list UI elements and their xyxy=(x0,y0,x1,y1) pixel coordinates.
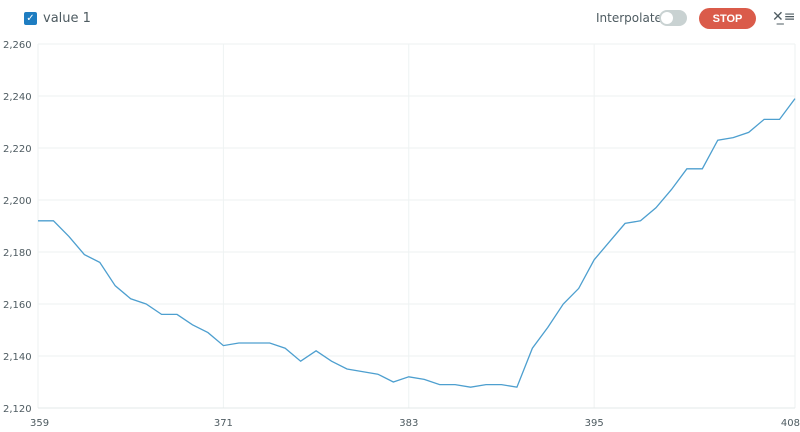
x-tick-label: 395 xyxy=(585,418,604,429)
legend-label: value 1 xyxy=(43,11,91,26)
interpolate-toggle[interactable] xyxy=(659,10,687,26)
x-tick-label: 383 xyxy=(399,418,418,429)
y-tick-label: 2,220 xyxy=(3,144,32,155)
y-tick-label: 2,260 xyxy=(3,40,32,51)
stop-button[interactable]: STOP xyxy=(699,8,756,29)
series-line-value-1 xyxy=(38,98,796,388)
y-tick-label: 2,180 xyxy=(3,248,32,259)
x-tick-label: 371 xyxy=(214,418,233,429)
y-tick-label: 2,120 xyxy=(3,404,32,415)
y-tick-label: 2,160 xyxy=(3,300,32,311)
checkbox-checked-icon[interactable]: ✓ xyxy=(24,12,37,25)
y-tick-label: 2,140 xyxy=(3,352,32,363)
interpolate-label: Interpolate xyxy=(596,11,662,25)
clear-list-icon[interactable]: ✕̲≡ xyxy=(772,9,796,25)
x-tick-label: 359 xyxy=(30,418,49,429)
x-tick-label: 408 xyxy=(781,418,800,429)
toolbar: ✓ value 1 Interpolate STOP ✕̲≡ xyxy=(0,0,800,38)
y-tick-label: 2,240 xyxy=(3,92,32,103)
y-tick-label: 2,200 xyxy=(3,196,32,207)
legend-item-value-1[interactable]: ✓ value 1 xyxy=(24,11,91,26)
